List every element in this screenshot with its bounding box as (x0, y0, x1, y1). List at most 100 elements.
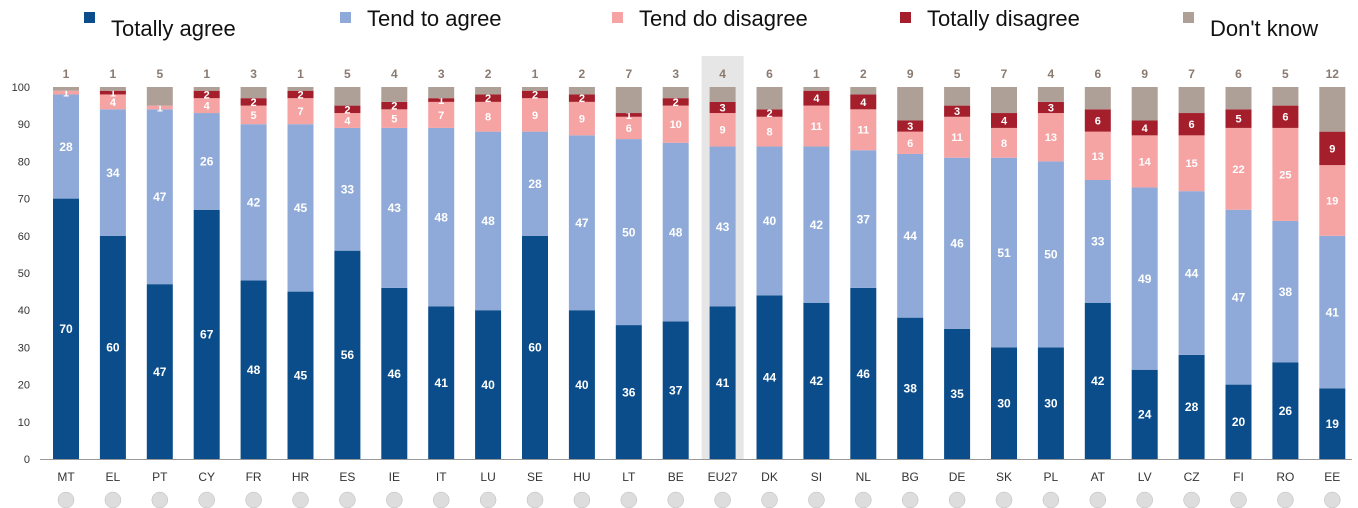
data-label-totally-agree: 40 (481, 378, 495, 392)
data-label-tend-to-disagree: 9 (532, 110, 538, 122)
data-label-dont-know: 1 (110, 67, 117, 81)
bar-segment-tend-to-agree (475, 131, 502, 311)
data-label-tend-to-disagree: 6 (626, 123, 632, 135)
data-label-tend-to-disagree: 10 (670, 119, 682, 131)
x-tick-label: AT (1091, 470, 1106, 484)
bar-segment-dont-know (475, 87, 502, 95)
bar-segment-totally-agree (1178, 354, 1205, 459)
data-label-totally-disagree: 4 (1142, 123, 1149, 135)
bar-segment-dont-know (381, 87, 408, 102)
bar-segment-tend-to-agree (756, 146, 783, 296)
data-label-tend-to-agree: 38 (1279, 285, 1293, 299)
bar-segment-dont-know (662, 87, 689, 99)
flag-malta-icon (57, 491, 75, 508)
legend-swatch-totally-disagree (900, 12, 911, 23)
flag-latvia-icon (1136, 491, 1153, 508)
bar-segment-totally-agree (381, 287, 408, 459)
x-tick-label: EE (1324, 470, 1340, 484)
data-label-totally-disagree: 3 (954, 106, 960, 118)
flag-romania-icon (1277, 491, 1294, 508)
data-label-totally-agree: 42 (1091, 374, 1105, 388)
bar-segment-tend-to-agree (1084, 180, 1111, 303)
bar-segment-tend-to-disagree (1037, 113, 1064, 162)
data-label-totally-agree: 67 (200, 328, 214, 342)
y-tick-label: 0 (24, 454, 30, 466)
bar-segment-tend-to-agree (99, 109, 126, 236)
bar-segment-tend-to-agree (568, 135, 595, 311)
data-label-tend-to-disagree: 25 (1279, 169, 1291, 181)
data-label-tend-to-disagree: 13 (1092, 151, 1104, 163)
data-label-totally-agree: 24 (1138, 408, 1152, 422)
data-label-totally-disagree: 1 (110, 88, 116, 100)
data-label-tend-to-disagree: 1 (157, 102, 163, 114)
bar-segment-totally-disagree (709, 101, 736, 114)
x-tick-label: NL (856, 470, 872, 484)
data-label-dont-know: 5 (156, 67, 163, 81)
data-label-dont-know: 5 (1282, 67, 1289, 81)
data-label-totally-agree: 70 (59, 322, 73, 336)
flag-cyprus-icon (198, 491, 215, 508)
data-label-tend-to-agree: 51 (997, 246, 1011, 260)
data-label-tend-to-agree: 44 (904, 229, 918, 243)
x-tick-label: SK (996, 470, 1012, 484)
data-label-dont-know: 12 (1326, 67, 1340, 81)
data-label-tend-to-agree: 28 (528, 177, 542, 191)
data-label-tend-to-disagree: 8 (485, 112, 491, 124)
data-label-tend-to-disagree: 7 (297, 106, 303, 118)
bar-segment-totally-agree (897, 317, 924, 459)
data-label-totally-agree: 46 (857, 367, 871, 381)
flag-netherlands-icon (855, 491, 872, 508)
flag-portugal-icon (151, 491, 169, 508)
legend-label-dont-know: Don't know (1210, 16, 1319, 41)
bar-segment-totally-agree (1225, 384, 1252, 459)
x-tick-label: EL (106, 470, 121, 484)
bar-segment-totally-agree (193, 209, 220, 459)
legend-label-totally-disagree: Totally disagree (927, 6, 1080, 31)
x-tick-label: DK (761, 470, 778, 484)
bar-segment-dont-know (803, 87, 830, 91)
bar-segment-tend-to-disagree (146, 105, 173, 110)
flag-denmark-icon (761, 491, 778, 508)
bar-segment-totally-agree (850, 287, 877, 459)
flag-czechia-icon (1183, 491, 1200, 508)
y-tick-label: 50 (18, 268, 30, 280)
bar-segment-dont-know (1084, 87, 1111, 110)
bar-segment-totally-disagree (1084, 109, 1111, 132)
bar-segment-totally-disagree (1225, 109, 1252, 128)
bar-segment-totally-agree (53, 198, 79, 459)
data-label-dont-know: 7 (625, 67, 632, 81)
bar-segment-dont-know (991, 87, 1017, 114)
data-label-tend-to-disagree: 11 (811, 121, 823, 133)
legend-label-totally-agree: Totally agree (111, 16, 236, 41)
x-tick-label: LV (1138, 470, 1152, 484)
bar-segment-totally-disagree (1178, 113, 1205, 136)
data-label-dont-know: 7 (1001, 67, 1008, 81)
legend-item-totally-disagree: Totally disagree (900, 6, 1080, 32)
data-label-totally-disagree: 2 (485, 93, 491, 105)
bar-segment-dont-know (709, 87, 736, 102)
bar-segment-tend-to-agree (1225, 209, 1252, 385)
bar-segment-tend-to-agree (850, 150, 877, 288)
data-label-totally-agree: 60 (106, 341, 120, 355)
x-tick-label: RO (1276, 470, 1294, 484)
bar-segment-totally-agree (709, 306, 736, 459)
data-label-totally-disagree: 6 (1282, 112, 1288, 124)
flag-austria-icon (1089, 491, 1107, 508)
legend-item-dont-know: Don't know (1183, 6, 1318, 42)
y-tick-label: 80 (18, 156, 30, 168)
data-label-tend-to-disagree: 6 (907, 138, 913, 150)
data-label-totally-agree: 37 (669, 384, 683, 398)
bar-segment-tend-to-disagree (662, 105, 689, 143)
bar-segment-dont-know (193, 87, 220, 91)
bar-segment-tend-to-agree (615, 139, 642, 326)
data-label-totally-agree: 38 (904, 382, 918, 396)
data-label-tend-to-disagree: 8 (1001, 138, 1007, 150)
data-label-totally-disagree: 4 (813, 93, 820, 105)
data-label-totally-disagree: 3 (720, 102, 726, 114)
data-label-totally-disagree: 2 (532, 89, 538, 101)
bar-segment-dont-know (146, 87, 173, 106)
flag-greece-icon (104, 491, 122, 508)
data-label-dont-know: 7 (1188, 67, 1195, 81)
bar-segment-totally-agree (522, 235, 548, 459)
bar-segment-tend-to-agree (709, 146, 736, 307)
